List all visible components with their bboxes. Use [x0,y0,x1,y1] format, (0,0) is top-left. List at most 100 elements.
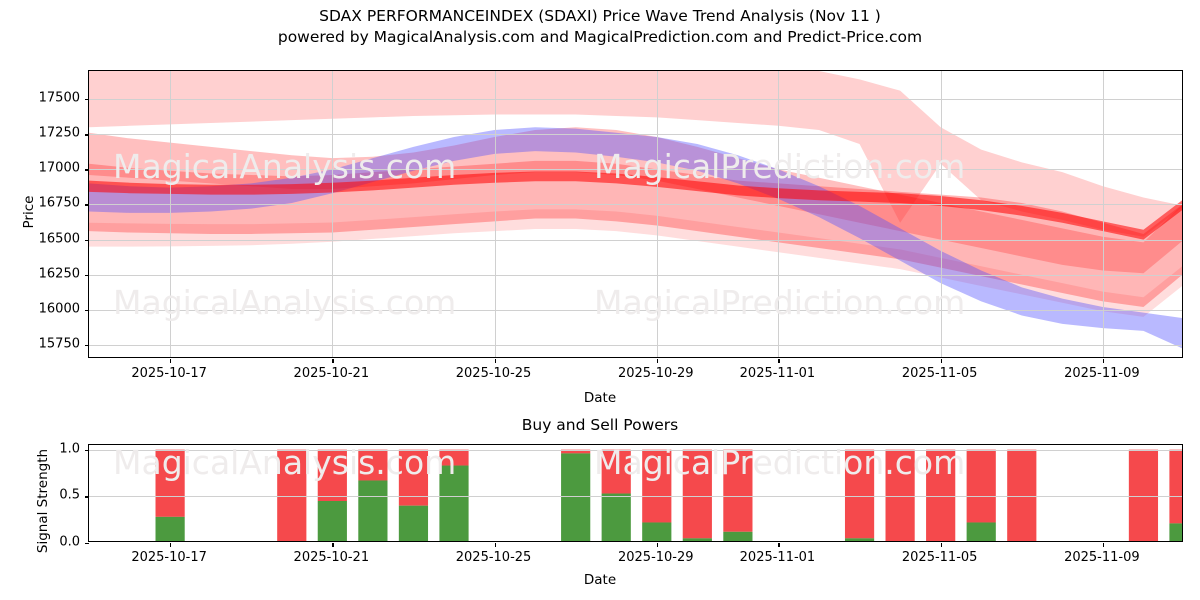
power-y-tick-label: 0.0 [59,534,80,550]
buy-power-bar [642,522,672,541]
power-x-tick [656,543,659,547]
price-gridline-h [89,169,1182,171]
price-gridline-h [89,204,1182,206]
sell-power-bar [682,449,712,539]
power-chart-plot-area: MagicalAnalysis.com MagicalPrediction.com [85,443,1183,547]
price-y-tick [85,204,89,206]
price-x-tick-label: 2025-11-05 [901,366,978,381]
title-line-2: powered by MagicalAnalysis.com and Magic… [277,28,923,46]
sell-power-bar [926,449,956,541]
sell-power-bar [966,449,996,523]
price-band-deep-red-core [89,171,1182,240]
price-x-tick-label: 2025-10-17 [131,366,207,381]
price-y-tick [85,134,89,136]
power-axis-label-y: Signal Strength [35,448,51,554]
price-y-tick [85,274,89,276]
price-x-tick-label: 2025-10-21 [293,366,370,381]
price-y-tick [85,309,89,312]
price-y-tick-label: 17250 [38,125,80,141]
price-chart-canvas [89,71,1182,357]
price-gridline-v [778,71,780,357]
buy-power-bar [723,531,753,541]
buy-power-bar [1169,523,1182,541]
price-gridline-h [89,239,1182,241]
power-gridline-h [89,449,1182,451]
power-chart-canvas [89,445,1182,541]
buy-power-bar [601,493,631,541]
power-y-tick [85,496,89,498]
price-wave-svg [89,71,1182,349]
price-chart-plot-area: MagicalAnalysis.com MagicalPrediction.com… [85,70,1183,363]
power-x-tick-label: 2025-11-05 [901,550,978,565]
price-gridline-h [89,309,1182,311]
sell-power-bar [885,449,915,541]
power-x-tick [940,543,942,547]
power-y-tick [85,449,89,451]
buy-power-bar [398,505,429,541]
power-x-tick-label: 2025-10-29 [617,550,694,565]
power-x-tick [332,543,334,547]
price-x-tick [332,359,334,363]
buy-power-bar [844,538,875,541]
power-y-tick [85,543,89,545]
price-gridline-v [170,71,172,357]
buy-power-bar [966,522,996,541]
price-gridline-v [656,71,658,357]
sell-power-bar [439,449,469,466]
price-y-tick [85,169,89,171]
price-y-tick-label: 15750 [38,336,80,352]
price-band-mid-red-band-a [89,127,1182,274]
price-axis-label-y: Price [21,195,37,229]
power-x-tick-label: 2025-10-21 [293,550,370,565]
sell-power-bar [642,449,672,523]
power-x-tick [494,543,496,547]
power-x-tick [778,543,780,547]
price-x-tick [494,359,496,363]
power-x-tick-label: 2025-11-01 [739,550,816,565]
price-y-tick [85,344,89,347]
price-band-pale-red-lower-band [89,209,1182,317]
power-x-tick [170,543,172,547]
power-x-tick [1102,543,1105,547]
price-gridline-v [332,71,334,357]
price-y-tick-label: 16000 [38,301,80,317]
power-axis-label-x: Date [583,572,617,588]
buy-power-bar [358,480,388,541]
buy-power-bar [439,465,469,541]
price-y-tick-label: 16250 [38,266,80,282]
sell-power-bar [358,449,388,481]
power-y-tick-label: 1.0 [59,441,80,457]
power-x-tick-label: 2025-10-17 [131,550,207,565]
price-x-tick [656,359,659,363]
price-y-tick [85,239,89,241]
price-x-tick-label: 2025-10-25 [455,366,532,381]
price-x-tick [940,359,942,363]
sell-power-bar [1007,449,1037,541]
price-x-tick-label: 2025-11-09 [1064,366,1140,381]
price-x-tick-label: 2025-11-01 [739,366,816,381]
price-gridline-v [494,71,496,357]
price-y-tick-label: 16500 [38,231,80,247]
power-x-tick-label: 2025-10-25 [455,550,532,565]
power-chart-title-block: Buy and Sell Powers [0,415,1200,435]
sell-power-bar [277,449,307,541]
sell-power-bar [1128,449,1159,541]
sell-power-bar [601,449,631,494]
power-bars-svg [155,449,1182,541]
sell-power-bar [844,449,875,539]
sell-power-bar [1169,449,1182,524]
price-y-tick [85,99,89,101]
buy-power-bar [682,538,712,541]
price-gridline-h [89,134,1182,136]
sell-power-bar [155,449,185,517]
price-x-tick [1102,359,1105,363]
power-y-tick-label: 0.5 [59,487,80,503]
price-gridline-v [1102,71,1104,357]
price-x-tick [778,359,780,363]
buy-power-bar [155,516,185,541]
power-x-tick-label: 2025-11-09 [1064,550,1140,565]
price-gridline-h [89,344,1182,346]
price-y-tick-label: 16750 [38,195,80,211]
title-line-1: SDAX PERFORMANCEINDEX (SDAXI) Price Wave… [319,7,881,25]
